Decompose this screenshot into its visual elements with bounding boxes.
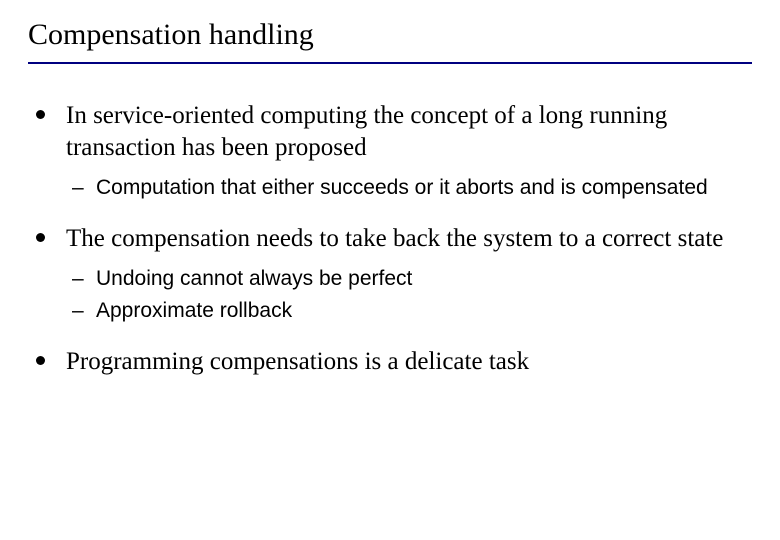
slide-title: Compensation handling: [28, 18, 752, 52]
sub-bullet-item: Computation that either succeeds or it a…: [66, 174, 752, 201]
bullet-text: Programming compensations is a delicate …: [66, 346, 752, 378]
sub-bullet-list: Computation that either succeeds or it a…: [66, 174, 752, 201]
bullet-list: In service-oriented computing the concep…: [28, 100, 752, 378]
title-divider: [28, 62, 752, 64]
sub-bullet-item: Undoing cannot always be perfect: [66, 265, 752, 292]
bullet-text: The compensation needs to take back the …: [66, 223, 752, 255]
sub-bullet-item: Approximate rollback: [66, 297, 752, 324]
sub-bullet-list: Undoing cannot always be perfect Approxi…: [66, 265, 752, 324]
bullet-text: In service-oriented computing the concep…: [66, 100, 752, 164]
bullet-item: In service-oriented computing the concep…: [28, 100, 752, 201]
bullet-item: Programming compensations is a delicate …: [28, 346, 752, 378]
bullet-item: The compensation needs to take back the …: [28, 223, 752, 324]
